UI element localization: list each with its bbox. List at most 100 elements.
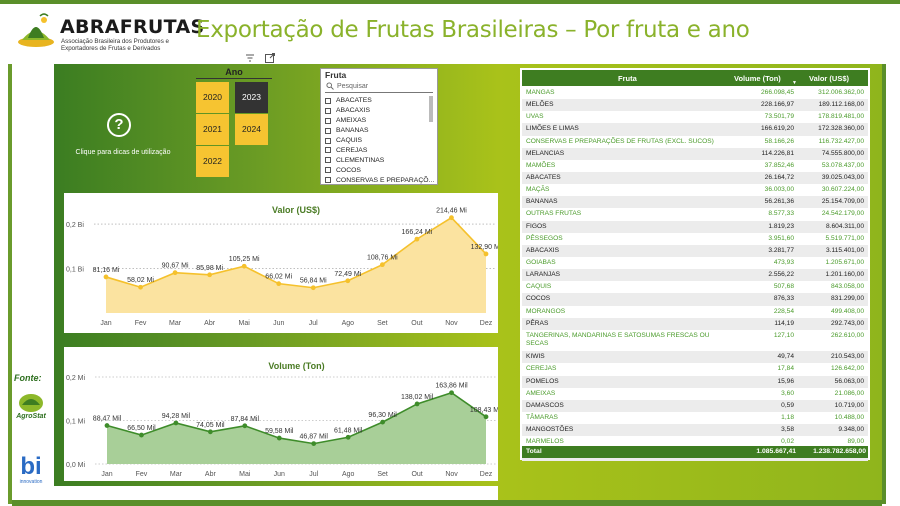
data-label: 94,28 Mil xyxy=(162,413,191,420)
cell-valor: 262.610,00 xyxy=(830,331,864,339)
table-row[interactable]: CAQUIS 507,68 843.058,00 xyxy=(522,281,868,293)
data-point[interactable] xyxy=(449,390,454,396)
data-point[interactable] xyxy=(380,419,386,425)
data-point[interactable] xyxy=(241,263,247,269)
fruit-checkbox[interactable] xyxy=(325,137,331,144)
header-volume[interactable]: Volume (Ton) xyxy=(734,74,781,83)
year-button-2024[interactable]: 2024 xyxy=(235,114,268,145)
data-point[interactable] xyxy=(310,285,316,291)
table-row[interactable]: BANANAS 56.261,36 25.154.709,00 xyxy=(522,196,868,209)
fruit-option[interactable]: CONSERVAS E PREPARAÇÕ... xyxy=(325,175,434,185)
fruit-option[interactable]: CLEMENTINAS xyxy=(325,155,433,165)
year-button-2021[interactable]: 2021 xyxy=(196,114,229,145)
fruit-option[interactable]: ABACAXIS xyxy=(325,106,433,116)
cell-volume: 127,10 xyxy=(773,331,794,339)
table-row[interactable]: MORANGOS 228,54 499.408,00 xyxy=(522,306,868,318)
x-tick-label: Set xyxy=(377,320,388,327)
data-point[interactable] xyxy=(414,236,420,242)
table-row[interactable]: MANGAS 266.098,45 312.006.362,00 xyxy=(522,87,868,99)
sort-descending-icon[interactable]: ▼ xyxy=(792,80,797,86)
data-point[interactable] xyxy=(103,274,109,280)
table-row[interactable]: TANGERINAS, MANDARINAS E SATOSUMAS FRESC… xyxy=(522,330,868,352)
table-row[interactable]: GOIABAS 473,93 1.205.671,00 xyxy=(522,257,868,269)
year-button-2023[interactable]: 2023 xyxy=(235,82,268,113)
data-point[interactable] xyxy=(311,441,317,447)
fruit-checkbox[interactable] xyxy=(325,177,331,184)
table-row[interactable]: FIGOS 1.819,23 8.604.311,00 xyxy=(522,220,868,233)
area-fill xyxy=(106,217,486,313)
cell-valor: 1.201.160,00 xyxy=(825,271,864,279)
table-row[interactable]: MANGOSTÕES 3,58 9.348,00 xyxy=(522,424,868,437)
table-row[interactable]: MAMÕES 37.852,46 53.078.437,00 xyxy=(522,160,868,172)
focus-mode-icon[interactable] xyxy=(264,52,276,64)
header-fruta[interactable]: Fruta xyxy=(618,74,637,83)
data-point[interactable] xyxy=(483,414,489,420)
fruit-checkbox[interactable] xyxy=(325,107,331,114)
data-point[interactable] xyxy=(172,270,178,276)
x-tick-label: Nov xyxy=(445,471,458,478)
year-button-2022[interactable]: 2022 xyxy=(196,146,229,177)
year-slicer-title: Ano xyxy=(196,67,272,79)
fruit-checkbox[interactable] xyxy=(325,147,331,154)
table-row[interactable]: TÂMARAS 1,18 10.488,00 xyxy=(522,412,868,424)
fruit-option[interactable]: AMEIXAS xyxy=(325,116,433,126)
cell-volume: 0,02 xyxy=(781,438,794,446)
data-point[interactable] xyxy=(104,423,110,428)
table-row[interactable]: MAÇÃS 36.003,00 30.607.224,00 xyxy=(522,184,868,196)
table-row[interactable]: PÊSSEGOS 3.951,60 5.519.771,00 xyxy=(522,233,868,245)
fruit-option[interactable]: COCOS xyxy=(325,165,433,175)
cell-valor: 1.205.671,00 xyxy=(825,258,864,266)
data-point[interactable] xyxy=(173,420,179,426)
fruit-checkbox[interactable] xyxy=(325,97,331,104)
fruit-list-scrollbar[interactable] xyxy=(429,96,433,122)
table-row[interactable]: DAMASCOS 0,59 10.719,00 xyxy=(522,399,868,413)
cell-volume: 507,68 xyxy=(773,283,794,291)
fruit-checkbox[interactable] xyxy=(325,157,331,164)
table-row[interactable]: ABACAXIS 3.281,77 3.115.401,00 xyxy=(522,244,868,257)
data-point[interactable] xyxy=(345,434,351,440)
fruit-option[interactable]: CEREJAS xyxy=(325,145,433,155)
cell-volume: 17,84 xyxy=(777,365,794,373)
data-point[interactable] xyxy=(242,423,248,429)
header-valor[interactable]: Valor (US$) xyxy=(809,74,850,83)
table-row[interactable]: CONSERVAS E PREPARAÇÕES DE FRUTAS (EXCL.… xyxy=(522,136,868,148)
data-point[interactable] xyxy=(449,215,454,221)
data-point[interactable] xyxy=(345,278,351,284)
table-row[interactable]: PÊRAS 114,19 292.743,00 xyxy=(522,317,868,330)
table-row[interactable]: MARMELOS 0,02 89,00 xyxy=(522,436,868,448)
fruit-option[interactable]: CAQUIS xyxy=(325,136,433,146)
fruit-option[interactable]: BANANAS xyxy=(325,126,433,136)
help-icon[interactable]: ? xyxy=(107,113,131,137)
fruit-checkbox[interactable] xyxy=(325,117,331,124)
table-row[interactable]: COCOS 876,33 831.299,00 xyxy=(522,293,868,306)
table-row[interactable]: LARANJAS 2.556,22 1.201.160,00 xyxy=(522,269,868,282)
data-point[interactable] xyxy=(139,432,144,438)
data-point[interactable] xyxy=(276,281,282,287)
data-point[interactable] xyxy=(207,272,213,278)
table-row[interactable]: CEREJAS 17,84 126.642,00 xyxy=(522,363,868,375)
data-point[interactable] xyxy=(379,262,385,268)
fruit-search-input[interactable]: Pesquisar xyxy=(325,82,433,93)
filter-icon[interactable] xyxy=(244,52,256,64)
table-row[interactable]: OUTRAS FRUTAS 8.577,33 24.542.179,00 xyxy=(522,208,868,220)
abrafrutas-logo xyxy=(18,13,54,47)
table-row[interactable]: AMEIXAS 3,60 21.086,00 xyxy=(522,388,868,400)
data-point[interactable] xyxy=(138,284,143,290)
data-label: 85,98 Mi xyxy=(196,265,223,272)
table-row[interactable]: MELÕES 228.166,97 189.112.168,00 xyxy=(522,99,868,112)
year-button-2020[interactable]: 2020 xyxy=(196,82,229,113)
table-row[interactable]: ABACATES 26.164,72 39.025.043,00 xyxy=(522,171,868,185)
fruit-checkbox[interactable] xyxy=(325,127,331,134)
help-tip-text[interactable]: Clique para dicas de utilização xyxy=(75,149,171,156)
fruit-option[interactable]: ABACATES xyxy=(325,96,433,106)
data-point[interactable] xyxy=(276,435,282,441)
data-point[interactable] xyxy=(414,401,420,407)
table-row[interactable]: POMELOS 15,96 56.063,00 xyxy=(522,375,868,388)
table-row[interactable]: KIWIS 49,74 210.543,00 xyxy=(522,351,868,364)
data-point[interactable] xyxy=(483,251,489,257)
table-row[interactable]: MELANCIAS 114.226,81 74.555.800,00 xyxy=(522,147,868,160)
table-row[interactable]: UVAS 73.501,79 178.819.481,00 xyxy=(522,111,868,123)
fruit-checkbox[interactable] xyxy=(325,167,331,174)
data-point[interactable] xyxy=(207,429,213,435)
table-row[interactable]: LIMÕES E LIMAS 166.619,20 172.328.360,00 xyxy=(522,123,868,136)
